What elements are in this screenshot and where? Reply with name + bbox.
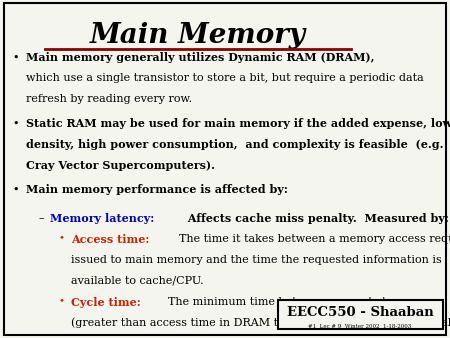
Text: Main Memory: Main Memory [90,22,306,49]
Text: The minimum time between requests to memory: The minimum time between requests to mem… [161,296,442,307]
Text: •: • [13,118,19,128]
Text: which use a single transistor to store a bit, but require a periodic data: which use a single transistor to store a… [26,73,424,83]
Text: (greater than access time in DRAM to allow address lines to be stable): (greater than access time in DRAM to all… [71,317,450,328]
FancyBboxPatch shape [4,3,446,335]
Text: density, high power consumption,  and complexity is feasible  (e.g.: density, high power consumption, and com… [26,139,444,150]
Text: #1  Lec # 9  Winter 2002  1-18-2003: #1 Lec # 9 Winter 2002 1-18-2003 [308,324,412,329]
Text: issued to main memory and the time the requested information is: issued to main memory and the time the r… [71,255,441,265]
Text: available to cache/CPU.: available to cache/CPU. [71,275,203,286]
Text: •: • [13,52,19,63]
Text: •: • [58,296,64,306]
Text: Main memory generally utilizes Dynamic RAM (DRAM),: Main memory generally utilizes Dynamic R… [26,52,374,64]
Text: Cycle time:: Cycle time: [71,296,140,308]
Text: refresh by reading every row.: refresh by reading every row. [26,94,192,104]
FancyBboxPatch shape [278,300,443,329]
Text: The time it takes between a memory access request is: The time it takes between a memory acces… [172,234,450,244]
Text: –: – [38,213,44,223]
Text: EECC550 - Shaaban: EECC550 - Shaaban [287,307,433,319]
Text: Main memory performance is affected by:: Main memory performance is affected by: [26,185,288,195]
Text: Memory latency:: Memory latency: [50,213,154,224]
Text: Static RAM may be used for main memory if the added expense, low: Static RAM may be used for main memory i… [26,118,450,129]
Text: •: • [13,185,19,194]
Text: Affects cache miss penalty.  Measured by:: Affects cache miss penalty. Measured by: [184,213,449,224]
Text: Cray Vector Supercomputers).: Cray Vector Supercomputers). [26,160,215,171]
Text: Access time:: Access time: [71,234,149,245]
Text: •: • [58,234,64,243]
